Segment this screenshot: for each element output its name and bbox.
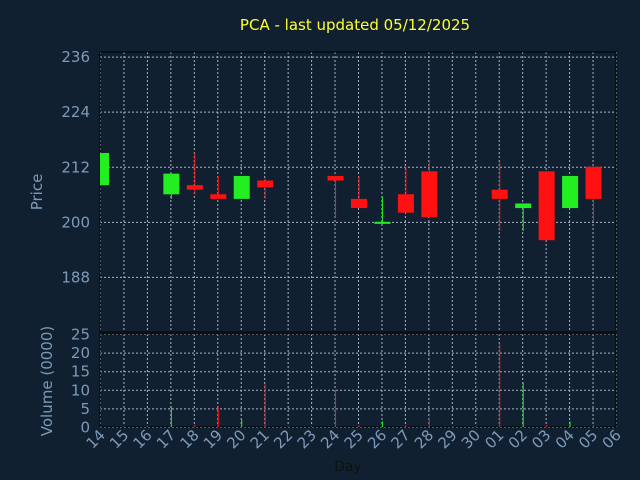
x-tick-label: 01 [481,426,507,452]
x-tick-label: 22 [270,426,296,452]
volume-tick-label: 25 [71,326,90,344]
price-tick-label: 200 [61,213,90,231]
x-tick-label: 26 [364,426,390,452]
candle-body [515,203,532,209]
candle-body [233,175,250,199]
candle-body [397,194,414,213]
candle-body [585,166,602,199]
price-tick-label: 188 [61,268,90,286]
x-tick-label: 18 [176,426,202,452]
x-tick-label: 25 [341,426,367,452]
price-tick-label: 224 [61,103,90,121]
candles [100,152,602,241]
x-tick-label: 16 [130,426,156,452]
candle-body [374,221,391,224]
candle-body [163,173,180,195]
x-tick-label: 29 [434,426,460,452]
volume-grid [100,334,617,428]
volume-tick-label: 20 [71,344,90,362]
x-tick-label: 03 [528,426,554,452]
x-tick-label: 30 [458,426,484,452]
candle-body [186,185,203,190]
volume-tick-label: 5 [80,400,90,418]
x-tick-label: 17 [153,426,179,452]
candle-body [210,194,227,199]
x-tick-label: 23 [294,426,320,452]
price-tick-label: 212 [61,158,90,176]
x-tick-labels: 1415161718192021222324252627282930010203… [83,426,625,452]
volume-panel-frame [99,333,617,428]
price-panel-frame [99,51,617,333]
x-tick-label: 21 [247,426,273,452]
volume-axis-label: Volume (0000) [38,326,56,436]
chart-title: PCA - last updated 05/12/2025 [240,16,470,34]
candle-body [327,175,344,181]
candle-body [257,180,274,188]
candle-body [538,171,555,241]
price-y-ticks: 236 224 212 200 188 [61,48,90,286]
volume-bars [170,343,595,427]
x-tick-label: 19 [200,426,226,452]
volume-tick-label: 0 [80,419,90,437]
price-tick-label: 236 [61,48,90,66]
volume-tick-label: 15 [71,363,90,381]
x-axis-label: Day [334,459,362,475]
x-tick-label: 05 [575,426,601,452]
candle-body [351,198,367,209]
x-tick-label: 06 [599,426,625,452]
volume-tick-label: 10 [71,381,90,399]
x-tick-label: 27 [388,426,414,452]
candle-body [562,175,579,209]
candle-body [100,152,109,186]
x-tick-label: 28 [411,426,437,452]
price-axis-label: Price [28,174,46,211]
x-tick-label: 20 [223,426,249,452]
x-tick-label: 04 [552,426,578,452]
candle-body [491,189,508,199]
x-tick-label: 02 [505,426,531,452]
x-tick-label: 15 [106,426,132,452]
x-tick-label: 24 [317,426,343,452]
candle-body [421,171,438,218]
